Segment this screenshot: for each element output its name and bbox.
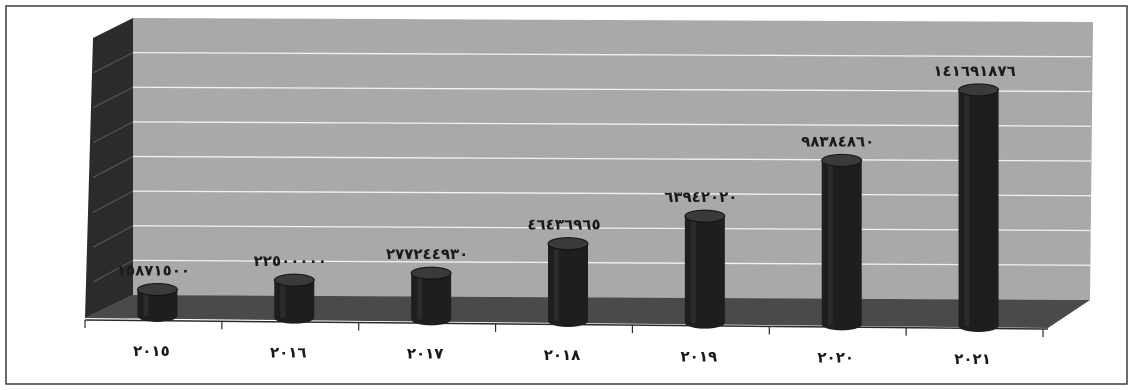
value-label: ٩٨٣٨٤٨٦٠ xyxy=(801,132,874,150)
x-tick-label: ٢٠١٨ xyxy=(544,346,581,364)
x-tick-label: ٢٠١٩ xyxy=(681,347,718,365)
bar-٢٠٢٠ xyxy=(821,153,863,331)
bar-highlight xyxy=(143,289,149,316)
value-label: ٤٦٤٣٦٩٦٥ xyxy=(527,216,600,234)
bar-٢٠١٨ xyxy=(547,237,589,327)
side-gridline xyxy=(92,259,134,283)
value-label: ٢٧٧٢٤٤٩٣٠ xyxy=(386,245,468,263)
bar-top xyxy=(684,209,726,223)
side-gridline xyxy=(92,52,134,74)
bars xyxy=(136,83,1000,333)
bar-٢٠١٥ xyxy=(136,283,178,322)
bar-highlight xyxy=(554,243,559,321)
bar-٢٠١٦ xyxy=(273,273,315,324)
gridline xyxy=(132,259,1092,266)
bar-top xyxy=(821,153,863,167)
gridlines xyxy=(92,51,1092,283)
bar-top xyxy=(547,237,589,251)
x-tick-label: ٢٠١٧ xyxy=(407,345,444,363)
bar-٢٠٢١ xyxy=(958,83,1000,333)
gridline xyxy=(132,155,1092,162)
gridline xyxy=(132,190,1092,197)
value-label: ١٥٨٧١٥٠٠ xyxy=(117,262,190,280)
value-label: ١٤١٦٩١٨٧٦ xyxy=(933,62,1015,80)
gridline xyxy=(132,121,1092,127)
side-gridline xyxy=(92,156,134,178)
x-tick-label: ٢٠١٦ xyxy=(270,343,307,361)
value-label: ٢٢٥٠٠٠٠٠ xyxy=(254,252,327,270)
bar-top xyxy=(410,266,452,280)
x-axis-ticks xyxy=(84,320,1044,337)
bar-highlight xyxy=(417,273,423,320)
bar-highlight xyxy=(280,280,286,318)
value-labels: ١٥٨٧١٥٠٠ ٢٢٥٠٠٠٠٠ ٢٧٧٢٤٤٩٣٠ ٤٦٤٣٦٩٦٥ ٦٣٩٤٢٠٢… xyxy=(117,62,1015,280)
gridline xyxy=(132,225,1092,232)
side-gridline xyxy=(92,225,134,248)
bar-٢٠١٧ xyxy=(410,266,452,326)
x-tick-label: ٢٠٢١ xyxy=(954,350,991,368)
side-gridline xyxy=(92,121,134,144)
gridline xyxy=(132,86,1092,93)
bar-top xyxy=(136,283,178,297)
bar-٢٠١٩ xyxy=(684,209,726,329)
bar-highlight xyxy=(690,216,696,323)
side-gridline xyxy=(92,86,134,109)
value-label: ٦٣٩٤٢٠٢٠ xyxy=(664,188,737,206)
side-gridline xyxy=(92,190,134,213)
bar-top xyxy=(273,273,315,287)
x-tick-label: ٢٠١٥ xyxy=(133,342,170,360)
x-axis-labels: ٢٠١٥ ٢٠١٦ ٢٠١٧ ٢٠١٨ ٢٠١٩ ٢٠٢٠ ٢٠٢١ xyxy=(133,342,991,368)
bar-top xyxy=(958,83,1000,97)
gridline xyxy=(132,51,1092,58)
bar-highlight xyxy=(964,89,970,327)
x-tick-label: ٢٠٢٠ xyxy=(817,349,854,367)
bar-highlight xyxy=(827,160,833,325)
